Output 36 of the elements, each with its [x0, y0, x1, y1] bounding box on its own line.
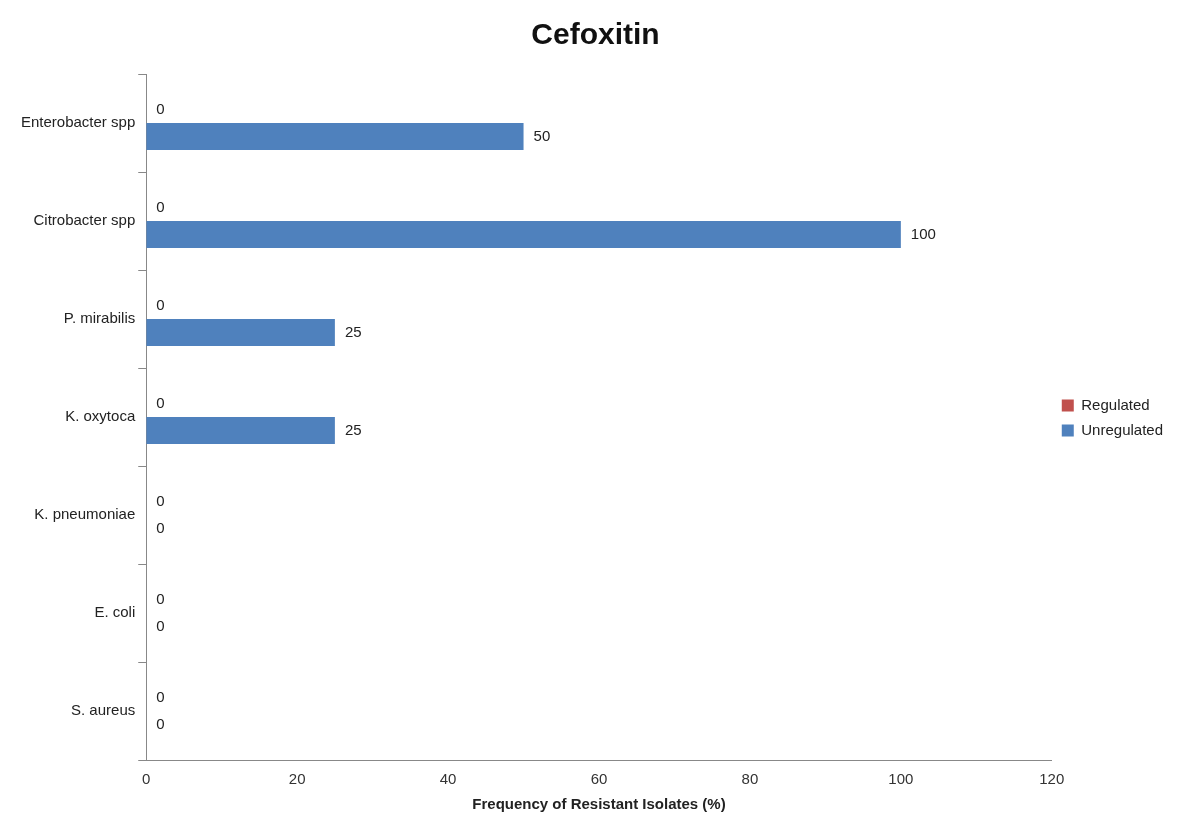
bar	[146, 221, 901, 248]
legend-label: Regulated	[1081, 395, 1150, 413]
y-tick-label: S. aureus	[71, 701, 136, 719]
legend-label: Unregulated	[1081, 420, 1164, 438]
data-label: 0	[156, 687, 165, 705]
x-tick-label: 40	[439, 770, 457, 788]
data-label: 0	[156, 197, 165, 215]
data-label: 0	[156, 589, 165, 607]
x-tick-label: 20	[288, 770, 306, 788]
data-label: 0	[156, 99, 165, 117]
y-tick-label: Enterobacter spp	[20, 113, 136, 131]
x-tick-label: 0	[142, 770, 151, 788]
x-tick-label: 120	[1039, 770, 1065, 788]
x-axis-title: Frequency of Resistant Isolates (%)	[472, 795, 726, 813]
data-label: 0	[156, 714, 165, 732]
y-tick-label: K. pneumoniae	[34, 505, 136, 523]
data-label: 100	[910, 224, 936, 242]
x-tick-label: 100	[888, 770, 914, 788]
data-label: 0	[156, 491, 165, 509]
bar	[146, 319, 335, 346]
data-label: 25	[344, 420, 362, 438]
bar	[146, 123, 524, 150]
bar	[146, 417, 335, 444]
x-tick-label: 60	[590, 770, 608, 788]
y-tick-label: Citrobacter spp	[33, 211, 136, 229]
data-label: 0	[156, 616, 165, 634]
data-label: 0	[156, 295, 165, 313]
y-tick-label: P. mirabilis	[63, 309, 136, 327]
data-label: 25	[344, 322, 362, 340]
x-tick-label: 80	[741, 770, 759, 788]
data-label: 0	[156, 393, 165, 411]
chart-title: Cefoxitin	[531, 17, 660, 51]
data-label: 50	[533, 126, 551, 144]
data-label: 0	[156, 518, 165, 536]
y-tick-label: K. oxytoca	[65, 407, 136, 425]
y-tick-label: E. coli	[94, 603, 136, 621]
